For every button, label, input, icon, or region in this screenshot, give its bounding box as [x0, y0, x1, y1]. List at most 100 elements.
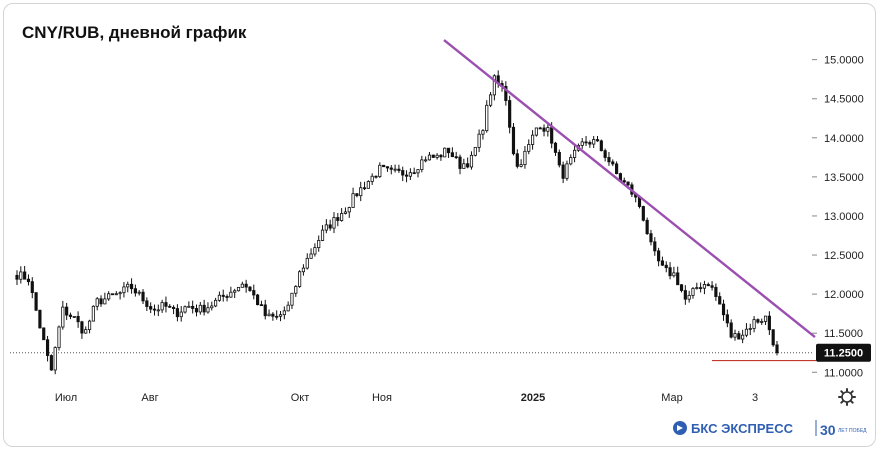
candle-down [446, 147, 451, 154]
x-tick-label: Окт [291, 392, 310, 404]
candle-down [718, 296, 722, 305]
y-tick-label: 14.0000 [824, 133, 864, 145]
x-tick-label: Июл [55, 392, 77, 404]
brand-years: 30 [820, 422, 836, 438]
candle-down [603, 150, 607, 158]
candle-up [687, 294, 691, 300]
candle-up [343, 211, 348, 214]
candle-down [171, 306, 176, 309]
y-tick-label: 15.0000 [824, 55, 864, 67]
candle-down [26, 278, 31, 283]
candle-up [488, 94, 493, 106]
chart-canvas: CNY/RUB, дневной график 15.0000 14.5000 14… [10, 23, 871, 438]
candle-up [378, 164, 382, 177]
candle-down [714, 286, 718, 297]
candle-down [660, 260, 665, 266]
candle-up [305, 257, 309, 269]
candle-down [221, 294, 225, 297]
candle-down [397, 168, 401, 171]
candle-down [225, 296, 229, 298]
candle-up [72, 315, 76, 318]
candle-down [76, 315, 80, 323]
candle-down [263, 304, 267, 317]
y-axis: 15.0000 14.5000 14.0000 13.5000 13.0000 12.50… [812, 55, 864, 379]
candle-up [435, 154, 439, 158]
last-price-badge [816, 343, 871, 362]
candle-down [164, 302, 168, 307]
candle-up [416, 169, 420, 174]
candle-down [584, 141, 588, 144]
candle-down [34, 292, 38, 311]
y-tick-label: 13.0000 [824, 211, 864, 223]
candle-up [580, 141, 584, 146]
candle-up [57, 326, 61, 349]
candle-up [477, 133, 481, 148]
candle-down [664, 264, 668, 269]
bks-logo-icon [673, 421, 687, 435]
gear-icon[interactable] [838, 388, 856, 406]
y-tick-label: 13.5000 [824, 172, 864, 184]
candle-up [160, 302, 164, 311]
candle-up [393, 168, 397, 171]
candle-down [439, 154, 443, 158]
candle-up [118, 292, 122, 295]
candle-down [511, 126, 516, 155]
candle-down [615, 163, 619, 174]
y-tick-label: 12.0000 [824, 289, 864, 301]
candle-up [298, 271, 302, 287]
last-price-label: 11.2500 [824, 348, 863, 360]
candle-down [595, 139, 600, 142]
candle-up [592, 139, 596, 145]
candle-down [15, 274, 19, 280]
candle-up [702, 284, 707, 289]
candle-down [676, 272, 680, 286]
chart-title: CNY/RUB, дневной график [22, 23, 247, 42]
candle-down [244, 283, 248, 288]
candle-down [561, 164, 565, 179]
x-tick-label: 3 [752, 392, 758, 404]
candle-up [313, 247, 317, 255]
candle-up [691, 288, 695, 296]
candle-down [668, 267, 672, 277]
y-tick-label: 11.0000 [824, 367, 863, 379]
candle-up [206, 307, 210, 313]
candle-down [145, 300, 149, 307]
candle-down [385, 166, 390, 169]
candle-up [569, 157, 573, 165]
candle-up [340, 213, 344, 221]
candle-down [645, 219, 649, 235]
candle-up [523, 150, 527, 166]
candle-up [137, 291, 141, 294]
candle-up [481, 130, 485, 135]
candle-up [84, 329, 88, 334]
candle-up [214, 299, 218, 307]
candle-up [183, 306, 187, 313]
candle-up [420, 159, 424, 171]
candle-down [362, 187, 367, 190]
candle-up [53, 347, 57, 371]
y-tick-label: 14.5000 [824, 94, 864, 106]
candle-up [286, 304, 290, 312]
candle-up [534, 127, 538, 136]
candle-down [129, 283, 134, 290]
candle-down [401, 170, 405, 176]
candle-down [175, 308, 179, 318]
candle-up [427, 154, 432, 161]
candle-down [607, 157, 611, 163]
candle-down [737, 333, 741, 340]
candle-up [492, 75, 496, 96]
candle-down [42, 327, 46, 341]
candle-down [191, 305, 195, 309]
y-tick-label: 12.5000 [824, 250, 864, 262]
candle-up [408, 172, 412, 177]
bks-watermark: БКС ЭКСПРЕСС 30 ЛЕТ ПОБЕД [673, 420, 867, 438]
candle-down [699, 287, 703, 289]
candle-up [278, 314, 283, 317]
candle-down [168, 305, 172, 308]
candle-up [752, 319, 756, 329]
candle-up [309, 253, 313, 259]
candle-down [504, 85, 508, 101]
candle-down [542, 127, 546, 132]
candles [15, 70, 779, 375]
candle-down [49, 355, 53, 371]
